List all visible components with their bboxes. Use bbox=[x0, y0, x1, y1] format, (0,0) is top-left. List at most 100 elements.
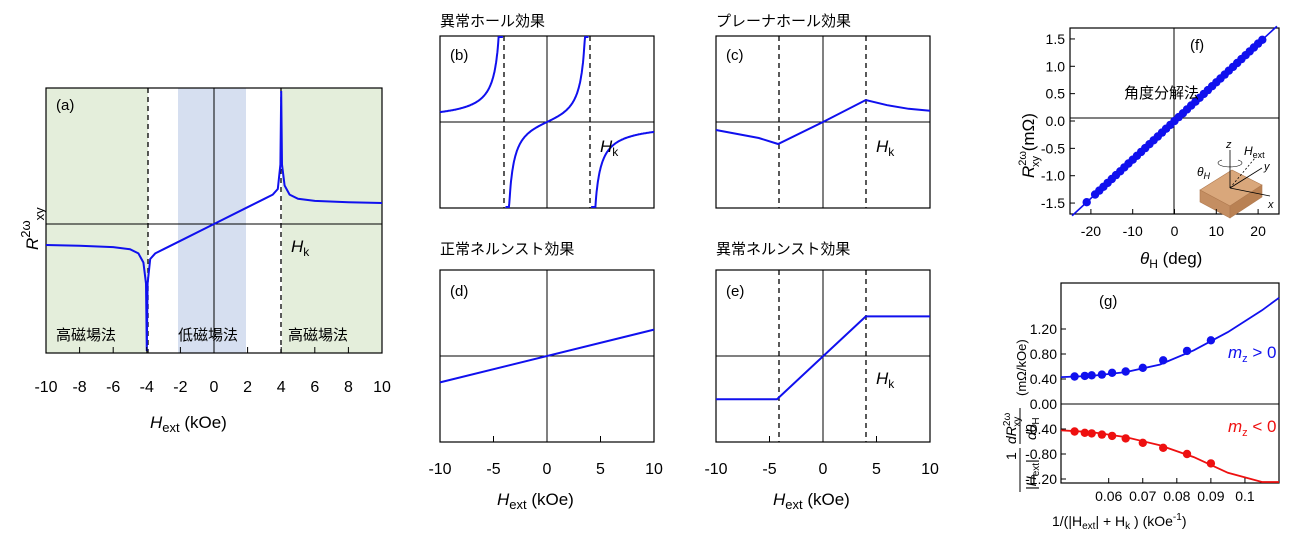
x-tick-label-a: 6 bbox=[310, 379, 319, 396]
x-tick-label-a: 10 bbox=[373, 379, 391, 396]
data-point-g bbox=[1182, 346, 1192, 356]
data-point-g bbox=[1159, 356, 1168, 365]
region-label-high-right: 高磁場法 bbox=[288, 326, 348, 344]
y-tick-label-f: 1.5 bbox=[1046, 31, 1066, 47]
x-tick-label-b: -10 bbox=[428, 461, 451, 478]
panel-b: 異常ホール効果 (b) Hk bbox=[439, 12, 655, 209]
x-tick-label-b: 5 bbox=[596, 461, 605, 478]
x-tick-label-e: 0 bbox=[819, 461, 828, 478]
x-ticks-e: -10 -5 0 5 10 bbox=[704, 436, 939, 478]
panel-a: (a) 高磁場法 低磁場法 高磁場法 Hk -10 -8 -6 -4 -2 0 2 4 6 8 10… bbox=[18, 87, 391, 435]
data-point-g bbox=[1182, 449, 1192, 459]
x-tick-label-a: -4 bbox=[140, 379, 154, 396]
title-d: 正常ネルンスト効果 bbox=[440, 240, 574, 258]
x-axis-label-b: Hext (kOe) bbox=[497, 490, 574, 512]
data-point-f bbox=[1258, 35, 1267, 44]
curve-b bbox=[439, 36, 655, 208]
x-tick-label-e: -10 bbox=[704, 461, 727, 478]
data-point-g bbox=[1121, 367, 1130, 376]
panel-label-c: (c) bbox=[726, 47, 744, 64]
panel-label-a: (a) bbox=[56, 97, 74, 114]
y-tick-label-g: -0.80 bbox=[1025, 446, 1057, 462]
data-point-g bbox=[1087, 371, 1096, 380]
y-tick-label-f: 0.0 bbox=[1046, 113, 1066, 129]
ylabel-g-den: |Hext| bbox=[1023, 459, 1042, 490]
hk-label-a: Hk bbox=[291, 237, 310, 259]
x-ticks-a: -10 -8 -6 -4 -2 0 2 4 6 8 10 bbox=[34, 347, 391, 396]
ylabel-g-num2: dR2ωxy bbox=[1002, 413, 1023, 444]
y-axis-label-f: R2ωxy (mΩ) bbox=[1017, 113, 1042, 178]
x-tick-label-a: -2 bbox=[173, 379, 187, 396]
x-tick-label-f: 10 bbox=[1209, 223, 1225, 239]
x-tick-label-a: 0 bbox=[210, 379, 219, 396]
region-label-high-left: 高磁場法 bbox=[56, 326, 116, 344]
x-tick-label-a: 8 bbox=[344, 379, 353, 396]
data-point-g bbox=[1159, 443, 1168, 452]
x-tick-label-b: 0 bbox=[543, 461, 552, 478]
hk-label-c: Hk bbox=[876, 137, 895, 159]
data-point-g bbox=[1070, 427, 1079, 436]
y-tick-label-g: 1.20 bbox=[1030, 321, 1057, 337]
ylabel-g-den2: dθH bbox=[1023, 417, 1042, 440]
x-tick-label-g: 0.09 bbox=[1197, 488, 1224, 504]
y-tick-label-g: -0.40 bbox=[1025, 421, 1057, 437]
data-point-g bbox=[1107, 368, 1117, 377]
x-label: x bbox=[1267, 199, 1274, 211]
curve-c bbox=[715, 98, 931, 146]
inset-title-f: 角度分解法 bbox=[1124, 84, 1199, 102]
title-e: 異常ネルンスト効果 bbox=[716, 240, 850, 258]
x-axis-arrow bbox=[1229, 187, 1271, 197]
field-arrow bbox=[1229, 157, 1256, 189]
data-point-g bbox=[1080, 371, 1090, 381]
theta-label: θH bbox=[1197, 165, 1211, 181]
rotation-arc bbox=[1217, 159, 1243, 168]
fit-curve-g-positive bbox=[1060, 297, 1280, 378]
inset-sample-geometry: θH Hext z y x bbox=[1197, 139, 1274, 219]
points-f bbox=[1082, 35, 1267, 207]
x-tick-label-e: -5 bbox=[762, 461, 776, 478]
data-point-g bbox=[1121, 434, 1130, 443]
data-point-g bbox=[1206, 336, 1216, 345]
series-label-positive: mz > 0 bbox=[1228, 343, 1277, 365]
x-tick-label-g: 0.08 bbox=[1163, 488, 1190, 504]
x-axis-label-e: Hext (kOe) bbox=[773, 490, 850, 512]
panel-label-b: (b) bbox=[450, 47, 468, 64]
plot-frame-g bbox=[1060, 282, 1280, 484]
ticks-f: -20 -10 0 10 20 1.5 1.0 0.5 0.0 -0.5 -1.0 -1.5 bbox=[1041, 31, 1266, 239]
high-field-region-left bbox=[46, 88, 148, 353]
y-tick-label-g: 0.40 bbox=[1030, 371, 1057, 387]
x-tick-label-g: 0.1 bbox=[1235, 488, 1255, 504]
panel-c: プレーナホール効果 (c) Hk bbox=[715, 12, 931, 209]
data-point-g bbox=[1107, 431, 1117, 441]
x-tick-label-f: -20 bbox=[1081, 223, 1101, 239]
region-label-low: 低磁場法 bbox=[178, 326, 238, 344]
y-tick-label-g: 0.00 bbox=[1030, 396, 1057, 412]
data-point-g bbox=[1087, 429, 1096, 438]
data-point-g bbox=[1138, 438, 1148, 447]
x-axis-label-a: Hext (kOe) bbox=[150, 413, 227, 435]
data-point-g bbox=[1097, 370, 1107, 379]
ylabel-g-unit: (mΩ/kOe) bbox=[1014, 339, 1029, 396]
y-axis-arrow bbox=[1229, 167, 1263, 189]
field-label: Hext bbox=[1244, 144, 1265, 160]
panel-label-e: (e) bbox=[726, 283, 744, 300]
panel-label-f: (f) bbox=[1190, 37, 1204, 54]
x-tick-label-a: -8 bbox=[72, 379, 86, 396]
data-point-g bbox=[1070, 372, 1079, 381]
curve-a bbox=[45, 90, 383, 352]
data-point-g bbox=[1138, 363, 1148, 372]
panel-g: (g) mz > 0 mz < 0 0.06 0.07 0.08 0.09 0.1 1.2… bbox=[1002, 282, 1280, 532]
hk-label-e: Hk bbox=[876, 369, 895, 391]
x-tick-label-f: 20 bbox=[1250, 223, 1266, 239]
ylabel-g-one: 1 bbox=[1003, 452, 1019, 460]
series-label-negative: mz < 0 bbox=[1228, 417, 1277, 439]
x-ticks-b: -10 -5 0 5 10 bbox=[428, 436, 663, 478]
x-tick-label-a: 2 bbox=[243, 379, 252, 396]
hk-label-b: Hk bbox=[600, 137, 619, 159]
y-tick-label-f: 1.0 bbox=[1046, 58, 1066, 74]
curve-e bbox=[716, 315, 930, 401]
data-point-g bbox=[1080, 428, 1090, 437]
panel-label-d: (d) bbox=[450, 283, 468, 300]
x-tick-label-f: 0 bbox=[1171, 223, 1179, 239]
